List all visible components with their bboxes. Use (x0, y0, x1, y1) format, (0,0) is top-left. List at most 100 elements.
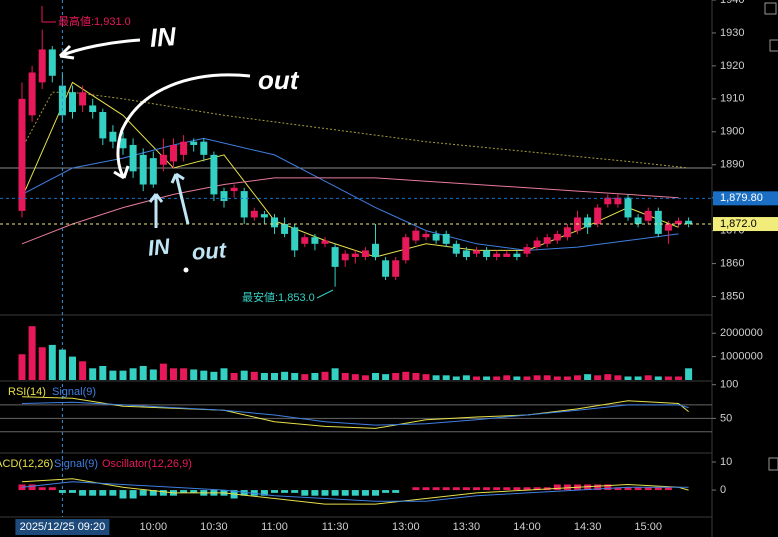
oscillator-bar (321, 490, 329, 496)
candle-body (361, 250, 369, 257)
candle-body (341, 253, 349, 261)
toggle-box[interactable] (769, 39, 778, 52)
oscillator-bar (473, 487, 480, 491)
volume-bar (543, 375, 551, 380)
oscillator-bar (422, 487, 430, 491)
candle-body (473, 250, 480, 254)
oscillator-bar (533, 487, 541, 491)
volume-bar (149, 369, 157, 380)
volume-bar (503, 375, 511, 380)
volume-bar (675, 376, 682, 380)
legend-entry: Signal(9) (54, 458, 98, 470)
oscillator-bar (38, 487, 46, 491)
oscillator-bar (624, 487, 632, 491)
oscillator-bar (392, 490, 400, 493)
indicator-line (21, 396, 689, 429)
note: out (258, 65, 300, 95)
oscillator-bar (614, 487, 622, 491)
legend-entry: RSI(14) (8, 386, 46, 398)
candle-body (291, 227, 299, 251)
candle-body (38, 49, 46, 83)
volume-bar (412, 372, 420, 380)
volume-bar (553, 376, 561, 380)
volume-bar (533, 375, 541, 380)
volume-bar (563, 376, 571, 380)
volume-bar (574, 375, 581, 380)
y-tick-label: 1920 (720, 60, 744, 72)
y-tick-label: 10 (720, 456, 732, 468)
candle-body (119, 138, 127, 149)
oscillator-bar (301, 490, 309, 496)
volume-bar (230, 372, 238, 380)
candle-body (604, 197, 612, 205)
oscillator-bar (190, 490, 198, 493)
y-tick-label: 1000000 (720, 351, 763, 363)
oscillator-bar (159, 490, 167, 496)
candle-body (190, 141, 198, 145)
y-tick-label: 0 (720, 484, 726, 496)
volume-bar (129, 368, 137, 380)
candle-body (250, 210, 258, 218)
volume-bar (462, 375, 470, 380)
volume-bar (644, 375, 652, 380)
oscillator-bar (331, 490, 339, 496)
arrow (113, 73, 251, 180)
volume-bar (240, 370, 248, 380)
oscillator-bar (452, 487, 460, 491)
x-tick-label: 11:30 (322, 521, 349, 533)
candle-body (523, 247, 531, 254)
volume-bar (210, 371, 218, 380)
arrow (170, 172, 190, 225)
candle-body (28, 72, 36, 116)
volume-bar (614, 375, 622, 380)
volume-bar (301, 374, 309, 380)
volume-bar (664, 376, 672, 380)
price-marker (713, 217, 778, 232)
arrow (58, 38, 141, 60)
toggle-box[interactable] (768, 457, 778, 471)
candle-body (422, 233, 430, 238)
candle-body (543, 237, 551, 244)
y-tick-label: 1940 (720, 0, 744, 6)
oscillator-bar (493, 487, 501, 491)
x-tick-label: 2025/12/25 09:20 (20, 521, 106, 533)
candle-body (139, 154, 147, 185)
candle-body (260, 214, 268, 218)
indicator-line (21, 177, 679, 245)
oscillator-bar (584, 484, 592, 491)
y-tick-label: 1860 (720, 257, 744, 269)
candle-body (48, 49, 56, 76)
volume-bar (372, 372, 379, 380)
oscillator-bar (58, 490, 66, 493)
oscillator-bar (462, 487, 470, 491)
candle-body (220, 191, 228, 201)
volume-bar (220, 368, 228, 380)
oscillator-bar (28, 484, 36, 491)
toggle-box[interactable] (764, 2, 777, 15)
oscillator-bar (553, 484, 561, 491)
note: IN (147, 233, 173, 260)
oscillator-bar (432, 487, 440, 491)
volume-bar (452, 376, 460, 380)
candle-body (624, 197, 632, 218)
candle-body (533, 240, 541, 248)
volume-bar (604, 374, 612, 380)
candle-body (210, 154, 218, 195)
x-tick-label: 13:00 (392, 521, 420, 533)
x-tick-label: 14:00 (513, 521, 541, 533)
candle-body (99, 112, 107, 139)
candle-body (170, 144, 177, 162)
oscillator-bar (382, 490, 390, 493)
y-tick-label: 1900 (720, 126, 744, 138)
oscillator-bar (48, 487, 56, 491)
volume-bar (341, 372, 349, 380)
annotation: 最安値:1,853.0 (242, 290, 315, 304)
volume-bar (38, 347, 46, 380)
oscillator-bar (89, 490, 97, 496)
oscillator-bar (149, 490, 157, 496)
volume-bar (28, 326, 36, 380)
volume-bar (361, 375, 369, 380)
candle-body (594, 207, 602, 225)
y-tick-label: 1910 (720, 93, 744, 105)
